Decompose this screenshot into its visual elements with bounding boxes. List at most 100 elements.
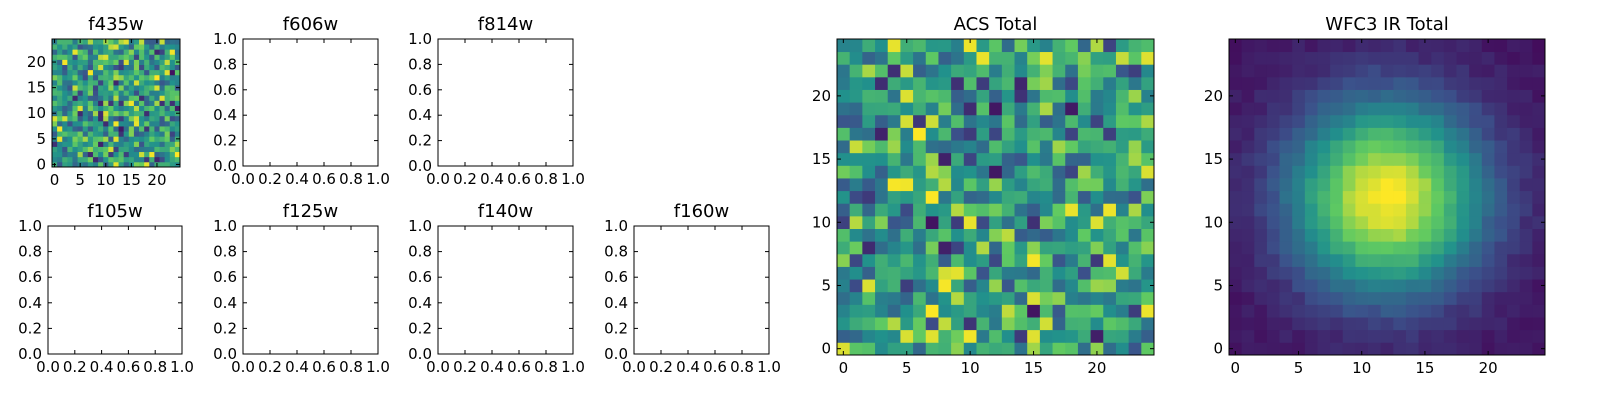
heatmap-cell	[1431, 291, 1445, 305]
heatmap-cell	[989, 76, 1003, 90]
heatmap-cell	[913, 253, 927, 267]
heatmap-cell	[62, 54, 68, 60]
heatmap-cell	[92, 156, 99, 163]
heatmap-cell	[1532, 76, 1546, 90]
heatmap-cell	[963, 114, 977, 128]
heatmap-cell	[1141, 304, 1155, 318]
heatmap-cell	[1481, 253, 1495, 267]
heatmap-cell	[57, 54, 63, 60]
heatmap-cell	[1519, 304, 1533, 318]
heatmap-cell	[1507, 51, 1521, 65]
heatmap-cell	[123, 136, 130, 142]
heatmap-cell	[1304, 190, 1318, 204]
heatmap-cell	[1229, 266, 1243, 280]
y-tick-label: 0.8	[408, 55, 432, 73]
heatmap-cell	[1254, 304, 1268, 318]
heatmap-cell	[913, 127, 927, 141]
heatmap-cell	[900, 266, 914, 280]
heatmap-cell	[1052, 140, 1066, 154]
heatmap-cell	[139, 136, 145, 142]
x-tick-label: 0.4	[285, 170, 309, 188]
heatmap-cell	[154, 131, 160, 137]
axes-frame	[836, 38, 1155, 356]
heatmap-cell	[951, 51, 965, 65]
heatmap-cell	[862, 215, 876, 229]
heatmap-cell	[108, 110, 114, 117]
heatmap-cell	[1317, 127, 1331, 141]
heatmap-cell	[1532, 203, 1546, 217]
y-tick-label: 0	[36, 155, 46, 173]
heatmap-cell	[1141, 152, 1155, 166]
heatmap-cell	[154, 120, 160, 127]
heatmap-cell	[1115, 253, 1130, 267]
heatmap-cell	[169, 120, 176, 127]
heatmap-cell	[62, 85, 68, 91]
heatmap-cell	[103, 74, 109, 81]
heatmap-cell	[87, 90, 94, 96]
heatmap-cell	[87, 161, 94, 168]
heatmap-cell	[123, 100, 130, 106]
heatmap-cell	[976, 304, 990, 318]
heatmap-cell	[87, 39, 94, 45]
heatmap-cell	[1431, 279, 1445, 293]
heatmap-cell	[976, 203, 990, 217]
heatmap-cell	[938, 39, 952, 53]
heatmap-cell	[1014, 64, 1028, 78]
heatmap-cell	[1229, 178, 1243, 192]
heatmap-cell	[82, 161, 89, 168]
heatmap-cell	[963, 253, 977, 267]
heatmap-cell	[938, 279, 952, 293]
heatmap-cell	[1418, 89, 1432, 103]
heatmap-cell	[113, 54, 119, 60]
heatmap-cell	[1014, 140, 1028, 154]
heatmap-cell	[1380, 329, 1394, 343]
heatmap-cell	[118, 59, 125, 65]
heatmap-cell	[1077, 342, 1091, 356]
x-tick-label: 0.4	[285, 358, 309, 376]
heatmap-cell	[900, 342, 914, 356]
heatmap-cell	[1380, 152, 1394, 166]
heatmap-cell	[1469, 304, 1483, 318]
heatmap-cell	[1014, 114, 1028, 128]
heatmap-cell	[1469, 266, 1483, 280]
heatmap-cell	[144, 90, 150, 96]
heatmap-cell	[1014, 329, 1028, 343]
heatmap-cell	[1481, 215, 1495, 229]
heatmap-cell	[938, 127, 952, 141]
heatmap-cell	[1052, 178, 1066, 192]
heatmap-cell	[1380, 165, 1394, 179]
heatmap-cell	[976, 178, 990, 192]
heatmap-cell	[1027, 39, 1041, 53]
heatmap-cell	[144, 79, 150, 86]
heatmap-cell	[92, 126, 99, 132]
heatmap-cell	[1317, 253, 1331, 267]
heatmap-cell	[1279, 178, 1293, 192]
x-tick-label: 0.4	[676, 358, 700, 376]
heatmap-cell	[118, 156, 125, 163]
heatmap-cell	[113, 39, 119, 45]
heatmap-cell	[1443, 228, 1457, 242]
x-tick-label: 0.4	[90, 358, 114, 376]
heatmap-cell	[1405, 127, 1419, 141]
heatmap-cell	[149, 126, 155, 132]
heatmap-cell	[1254, 342, 1268, 356]
heatmap-cell	[1330, 228, 1344, 242]
heatmap-cell	[938, 76, 952, 90]
heatmap-cell	[1254, 215, 1268, 229]
heatmap-cell	[976, 190, 990, 204]
heatmap-cell	[87, 131, 94, 137]
heatmap-cell	[1266, 140, 1280, 154]
heatmap-cell	[913, 178, 927, 192]
y-tick-label: 0.8	[18, 243, 42, 261]
heatmap-cell	[118, 131, 125, 137]
heatmap-cell	[1014, 215, 1028, 229]
heatmap-cell	[1304, 317, 1318, 331]
heatmap-cell	[1229, 215, 1243, 229]
heatmap-cell	[1317, 215, 1331, 229]
heatmap-cell	[133, 120, 140, 127]
heatmap-cell	[62, 141, 68, 147]
heatmap-cell	[1532, 279, 1546, 293]
heatmap-cell	[1090, 76, 1104, 90]
heatmap-cell	[154, 126, 160, 132]
heatmap-cell	[989, 317, 1003, 331]
